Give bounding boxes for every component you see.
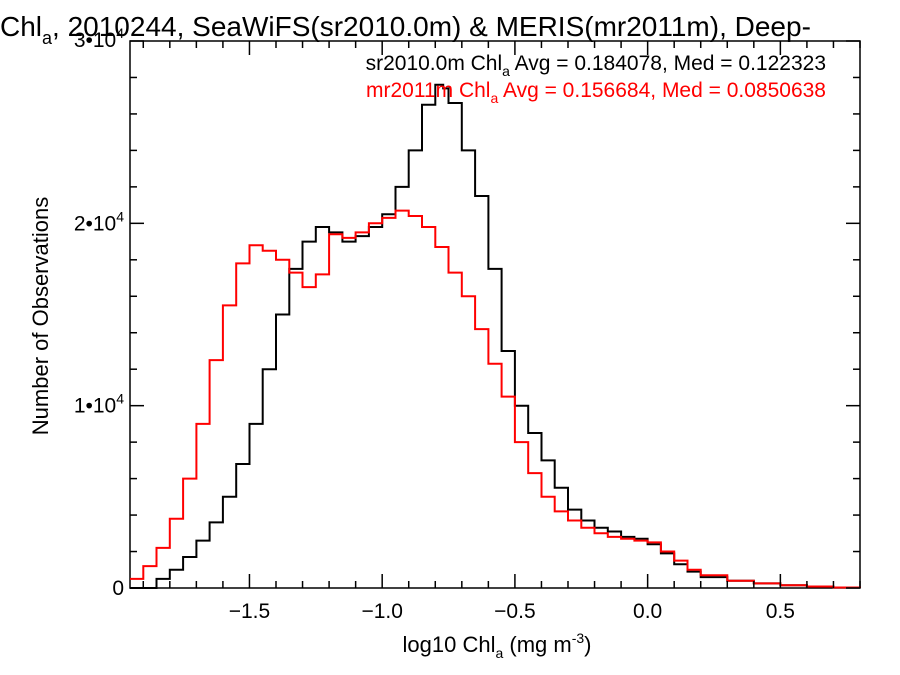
x-tick-label: 0.5 bbox=[766, 600, 795, 623]
legend-entry-mr2011: mr2011m Chla Avg = 0.156684, Med = 0.085… bbox=[366, 79, 826, 106]
legend-entry-sr2010: sr2010.0m Chla Avg = 0.184078, Med = 0.1… bbox=[366, 52, 826, 79]
x-axis-label-subscript: a bbox=[495, 645, 503, 661]
y-tick-label: 3•104 bbox=[74, 25, 124, 52]
plot-frame bbox=[129, 40, 861, 589]
x-axis-label-superscript: -3 bbox=[572, 630, 585, 646]
legend: sr2010.0m Chla Avg = 0.184078, Med = 0.1… bbox=[366, 52, 826, 106]
chart-title-rest: , 2010244, SeaWiFS(sr2010.0m) & MERIS(mr… bbox=[52, 11, 811, 42]
chart-title-prefix: Chl bbox=[0, 11, 42, 42]
x-tick-label: −1.5 bbox=[229, 600, 270, 623]
x-tick-label: 0.0 bbox=[633, 600, 662, 623]
y-axis-label: Number of Observations bbox=[28, 197, 53, 435]
tick-layer: −1.5 −1.0 −0.5 0.0 0.5 0 1•104 2•104 3•104 bbox=[74, 25, 861, 623]
x-axis-label: log10 Chla (mg m-3) bbox=[403, 630, 592, 661]
x-axis-label-prefix: log10 Chl bbox=[403, 632, 496, 657]
y-tick-label: 2•104 bbox=[74, 208, 124, 235]
series-layer bbox=[130, 83, 861, 589]
legend-entry-sr2010-prefix: sr2010.0m Chl bbox=[366, 52, 503, 75]
legend-entry-sr2010-subscript: a bbox=[502, 63, 510, 79]
legend-entry-sr2010-rest: Avg = 0.184078, Med = 0.122323 bbox=[510, 52, 826, 75]
series-line-mr2011m bbox=[130, 209, 861, 589]
chart-title: Chla, 2010244, SeaWiFS(sr2010.0m) & MERI… bbox=[0, 11, 811, 48]
y-tick-label: 1•104 bbox=[74, 391, 124, 418]
legend-entry-mr2011-rest: Avg = 0.156684, Med = 0.0850638 bbox=[498, 79, 826, 102]
y-tick-label: 0 bbox=[112, 577, 124, 600]
x-axis-label-suffix: ) bbox=[584, 632, 591, 657]
chart-title-subscript: a bbox=[42, 28, 53, 48]
legend-entry-mr2011-subscript: a bbox=[490, 90, 498, 106]
x-tick-label: −1.0 bbox=[361, 600, 402, 623]
x-axis-label-mid: (mg m bbox=[503, 632, 571, 657]
legend-entry-mr2011-prefix: mr2011m Chl bbox=[366, 79, 490, 102]
series-line-sr2010-0m bbox=[130, 83, 861, 589]
x-tick-label: −0.5 bbox=[494, 600, 535, 623]
